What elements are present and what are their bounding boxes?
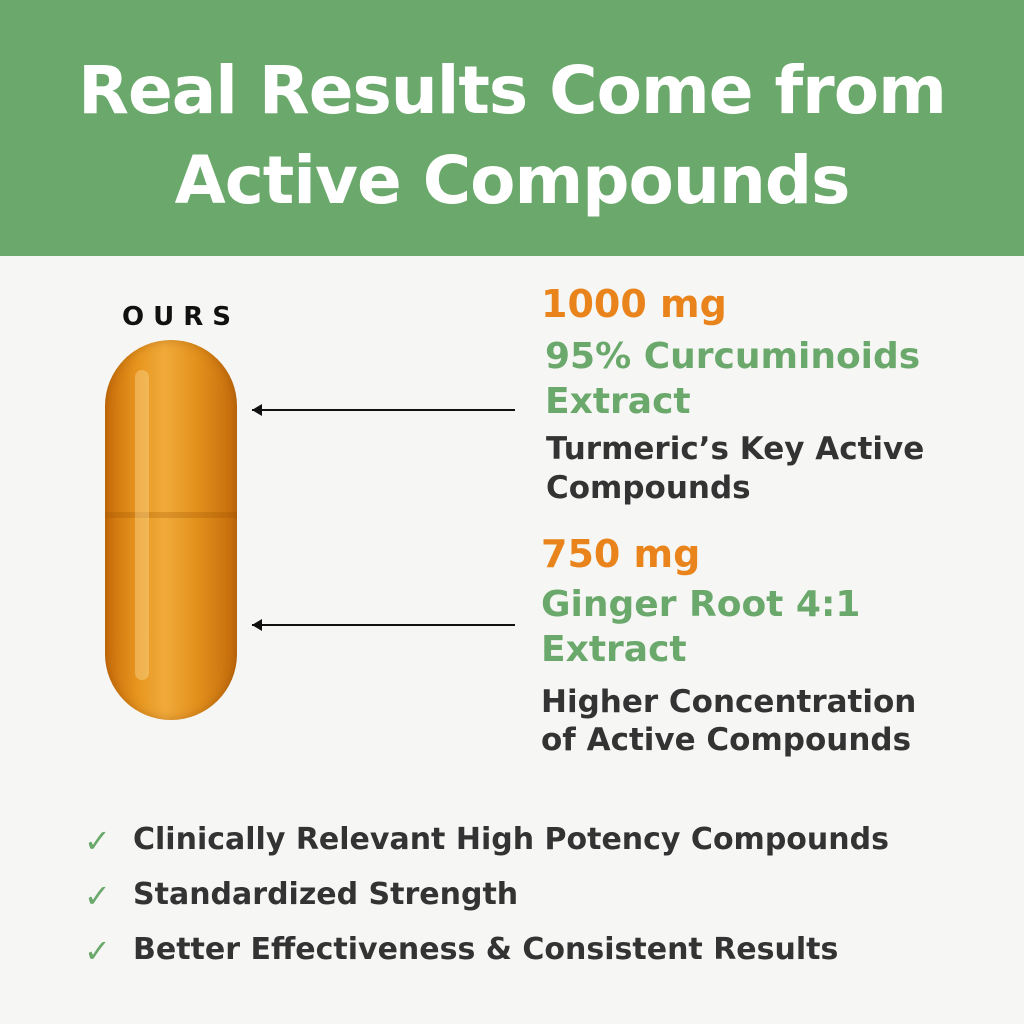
ingredient-2-desc-1: Higher Concentration [541, 684, 917, 720]
title-line-2: Active Compounds [174, 142, 851, 219]
benefit-2: Standardized Strength [133, 877, 519, 912]
ingredient-2-amount: 750 mg [541, 532, 701, 576]
checkmark-icon: ✓ [84, 822, 111, 860]
capsule-highlight [135, 370, 149, 680]
ingredient-1-amount: 1000 mg [541, 282, 727, 326]
checkmark-icon: ✓ [84, 877, 111, 915]
ingredient-2-desc-2: of Active Compounds [541, 722, 912, 758]
checkmark-icon: ✓ [84, 932, 111, 970]
ingredient-2-name-2: Extract [541, 629, 687, 670]
benefit-3: Better Effectiveness & Consistent Result… [133, 932, 839, 967]
ingredient-1-desc-2: Compounds [546, 470, 751, 506]
arrow-1 [252, 404, 515, 416]
title-line-1: Real Results Come from [78, 52, 947, 129]
benefit-1: Clinically Relevant High Potency Compoun… [133, 822, 889, 857]
ingredient-1-name-2: Extract [545, 381, 691, 422]
arrow-2 [252, 619, 515, 631]
ingredient-1-name-1: 95% Curcuminoids [545, 336, 921, 377]
ingredient-1-desc-1: Turmeric’s Key Active [546, 431, 925, 467]
capsule-seam [105, 512, 237, 518]
capsule-image [105, 340, 237, 720]
ingredient-2-name-1: Ginger Root 4:1 [541, 584, 861, 625]
product-label: OURS [122, 302, 240, 332]
header-banner: Real Results Come from Active Compounds [0, 0, 1024, 256]
